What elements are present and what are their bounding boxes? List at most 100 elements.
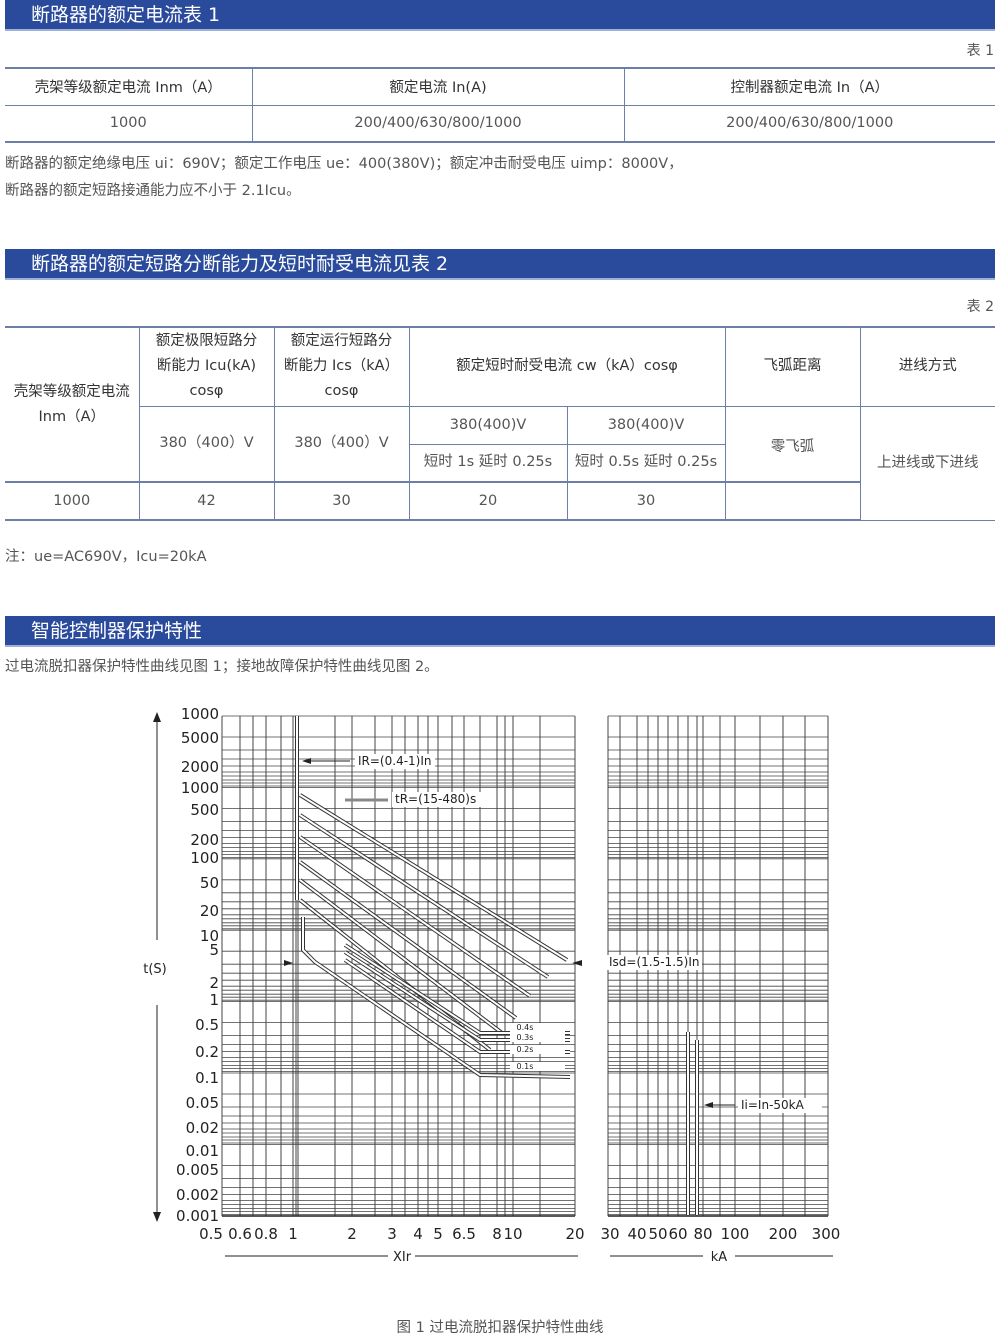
short-delay-curve xyxy=(344,951,570,1041)
y-tick-label: 0.001 xyxy=(176,1207,219,1225)
short-delay-curve xyxy=(302,917,571,1078)
breaking-capacity-table: 壳架等级额定电流 Inm（A） 额定极限短路分 断能力 Icu(kA) cosφ 额… xyxy=(5,326,995,521)
y-tick-label: 1 xyxy=(209,991,219,1009)
y-tick-label: 10 xyxy=(200,927,219,945)
header-ics: 额定运行短路分 断能力 Ics（kA） cosφ xyxy=(273,326,410,407)
long-delay-curve xyxy=(299,879,503,1034)
y-tick-label: 0.01 xyxy=(186,1142,219,1160)
short-delay-curve xyxy=(343,943,570,1035)
arrow-up-icon xyxy=(153,712,161,722)
cell: 42 xyxy=(138,481,275,521)
cell: 200/400/630/800/1000 xyxy=(623,104,995,143)
arrow-down-icon xyxy=(153,1212,161,1222)
long-delay-curve xyxy=(298,793,569,962)
long-delay-curve xyxy=(298,878,504,1035)
cell: 380（400）V xyxy=(139,405,275,483)
header-frame-current: 壳架等级额定电流 Inm（A） xyxy=(5,67,253,106)
ir-annotation: IR=(0.4-1)In xyxy=(358,754,432,768)
section-description: 过电流脱扣器保护特性曲线见图 1；接地故障保护特性曲线见图 2。 xyxy=(5,659,439,675)
y-tick-label: 2 xyxy=(209,974,219,992)
y-tick-label: 50 xyxy=(200,874,219,892)
header-controller-current: 控制器额定电流 In（A） xyxy=(623,67,995,106)
long-delay-curve xyxy=(299,836,531,997)
section-header-protection: 智能控制器保护特性 xyxy=(5,616,995,647)
y-tick-label: 1000 xyxy=(181,779,219,797)
cell: 短时 1s 延时 0.25s xyxy=(409,443,568,483)
x-tick-label: 6.5 xyxy=(452,1225,476,1243)
rated-current-table: 壳架等级额定电流 Inm（A） 额定电流 In(A) 控制器额定电流 In（A）… xyxy=(5,67,995,143)
y-tick-label: 0.002 xyxy=(176,1186,219,1204)
long-delay-curve xyxy=(299,794,568,961)
header-rated-current: 额定电流 In(A) xyxy=(251,67,625,106)
delay-label: 0.1s xyxy=(517,1062,534,1071)
cell: 上进线或下进线 xyxy=(859,405,995,521)
y-tick-label: 5 xyxy=(209,941,219,959)
long-delay-curve xyxy=(299,861,517,1019)
label-bg xyxy=(510,1062,565,1071)
y-tick-label: 20 xyxy=(200,902,219,920)
section-header-breaking-capacity: 断路器的额定短路分断能力及短时耐受电流见表 2 xyxy=(5,249,995,280)
short-delay-curve xyxy=(344,959,570,1053)
long-delay-curve xyxy=(298,860,518,1020)
annotation-bg xyxy=(392,792,482,807)
x-tick-label: 3 xyxy=(387,1225,397,1243)
label-bg xyxy=(510,1045,565,1054)
x-tick-label: 0.5 xyxy=(199,1225,223,1243)
label: 额定极限短路分 xyxy=(155,333,258,350)
long-delay-curve xyxy=(298,898,492,1052)
arrow-right-icon xyxy=(284,960,293,966)
label: 额定运行短路分 xyxy=(290,333,393,350)
x-tick-label: 200 xyxy=(769,1225,798,1243)
cell: 短时 0.5s 延时 0.25s xyxy=(566,443,725,483)
x-tick-label: 20 xyxy=(565,1225,584,1243)
x-tick-label: 50 xyxy=(648,1225,667,1243)
label: cosφ xyxy=(324,383,359,400)
section-header-rated-current: 断路器的额定电流表 1 xyxy=(5,0,995,31)
cell: 30 xyxy=(566,481,726,521)
cell: 380（400）V xyxy=(273,405,410,483)
notes: 断路器的额定绝缘电压 ui：690V；额定工作电压 ue：400(380V)；额… xyxy=(5,151,683,205)
cell: 20 xyxy=(408,481,568,521)
y-tick-label: 0.005 xyxy=(176,1161,219,1179)
y-tick-label: 0.5 xyxy=(195,1016,219,1034)
cell xyxy=(724,481,860,521)
x-tick-label: 300 xyxy=(812,1225,841,1243)
label: 壳架等级额定电流 Inm（A） xyxy=(13,383,130,425)
header-icu: 额定极限短路分 断能力 Icu(kA) cosφ xyxy=(138,326,275,407)
delay-label: 0.4s xyxy=(517,1023,534,1032)
cell: 1000 xyxy=(5,481,140,521)
short-delay-curve xyxy=(344,944,570,1034)
table-tag: 表 1 xyxy=(966,43,994,59)
table-tag: 表 2 xyxy=(966,299,994,315)
table-note: 注：ue=AC690V，Icu=20kA xyxy=(5,549,207,565)
y-tick-label: 2000 xyxy=(181,758,219,776)
y-tick-label: 200 xyxy=(190,831,219,849)
annotation-bg xyxy=(738,1098,822,1113)
y-tick-label: 5000 xyxy=(181,729,219,747)
long-delay-curve xyxy=(299,899,491,1051)
arrow-left-icon xyxy=(704,1102,713,1108)
isd-annotation: Isd=(1.5-1.5)In xyxy=(609,955,699,969)
header-icw: 额定短时耐受电流 cw（kA）cosφ xyxy=(408,326,726,407)
x-tick-label: 2 xyxy=(347,1225,357,1243)
note-line: 断路器的额定绝缘电压 ui：690V；额定工作电压 ue：400(380V)；额… xyxy=(5,156,683,172)
x-tick-label: 4 xyxy=(413,1225,423,1243)
short-delay-curve xyxy=(343,958,570,1054)
arrow-left-icon xyxy=(302,758,311,764)
y-tick-label: 100 xyxy=(190,849,219,867)
annotation-bg xyxy=(355,754,435,769)
x-axis-label: kA xyxy=(711,1250,728,1265)
label: cosφ xyxy=(189,383,224,400)
x-tick-label: 1 xyxy=(288,1225,298,1243)
cell: 30 xyxy=(273,481,410,521)
delay-label: 0.2s xyxy=(517,1045,534,1054)
x-axis-label: XIr xyxy=(393,1250,412,1265)
cell: 零飞弧 xyxy=(724,405,861,483)
arrow-left-icon xyxy=(572,960,582,966)
x-tick-label: 0.8 xyxy=(254,1225,278,1243)
short-delay-curve xyxy=(301,917,571,1079)
cell: 1000 xyxy=(5,104,253,143)
label: 断能力 Icu(kA) xyxy=(156,358,257,375)
header-frame-current: 壳架等级额定电流 Inm（A） xyxy=(5,326,140,483)
delay-label: 0.3s xyxy=(517,1033,534,1042)
